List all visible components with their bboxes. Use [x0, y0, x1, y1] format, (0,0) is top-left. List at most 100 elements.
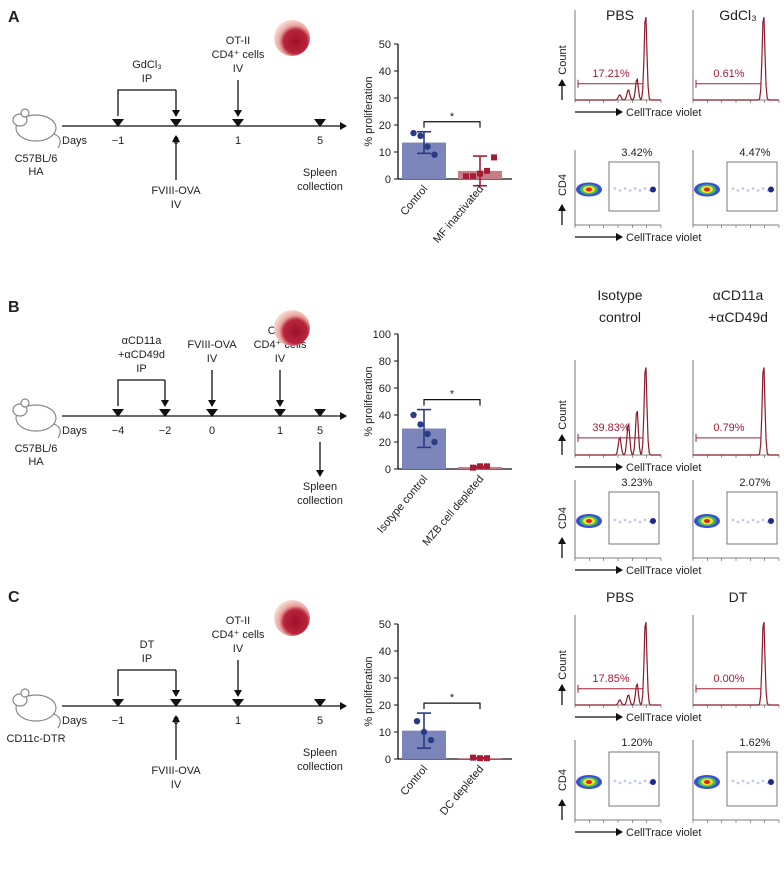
- y-tick-label: 10: [379, 147, 391, 159]
- cell-dots: [628, 520, 632, 524]
- data-point: [410, 411, 417, 419]
- histogram-percent: 0.00%: [713, 673, 744, 685]
- strain-label: CD11c-DTR: [6, 733, 65, 745]
- y-tick-label: 0: [385, 464, 391, 476]
- treatment-text: OT-II: [226, 35, 250, 47]
- days-label: Days: [62, 425, 88, 437]
- cell-dots: [761, 187, 765, 190]
- cell-dots: [751, 187, 755, 190]
- gate: [608, 491, 660, 545]
- treatment-text: collection: [297, 181, 343, 193]
- significance-bracket: [423, 399, 481, 406]
- y-axis-label: % proliferation: [363, 366, 375, 436]
- cell-dots: [643, 518, 647, 522]
- cell-cluster: [586, 519, 592, 523]
- day-label: 1: [277, 425, 283, 437]
- data-point: [477, 463, 483, 470]
- data-point: [424, 143, 431, 150]
- mouse-icon: [12, 688, 61, 729]
- y-tick-label: 20: [379, 120, 391, 132]
- cell-icon: [274, 310, 310, 346]
- y-tick-label: 30: [379, 93, 391, 105]
- histogram-gate: [695, 433, 762, 442]
- gate: [608, 751, 660, 807]
- strain-label: HA: [28, 456, 44, 468]
- data-point: [427, 736, 435, 744]
- data-point: [491, 154, 497, 161]
- data-point: [484, 463, 490, 470]
- bracket: [117, 89, 176, 116]
- cell-dots: [761, 779, 765, 783]
- y-tick-label: 80: [379, 356, 391, 368]
- y-axis-label: % proliferation: [363, 656, 375, 726]
- significance-label: *: [450, 111, 455, 123]
- treatment-text: IV: [207, 353, 218, 365]
- gate-percent: 3.23%: [621, 477, 652, 489]
- day-label: 5: [317, 715, 323, 727]
- cell-dots: [643, 779, 647, 783]
- category-label: Control: [398, 183, 430, 218]
- cell-dots: [741, 518, 745, 522]
- cell-dots: [746, 520, 750, 524]
- treatment-text: IV: [275, 353, 286, 365]
- histogram: [693, 367, 779, 456]
- cell-dots: [623, 518, 627, 522]
- cell-dots: [623, 779, 627, 783]
- flow-title: control: [599, 309, 641, 325]
- histogram-percent: 17.21%: [592, 68, 630, 80]
- cell-cluster: [704, 187, 710, 192]
- y-tick-label: 20: [379, 437, 391, 449]
- cell-dots: [618, 781, 622, 785]
- cell-dots: [736, 781, 740, 785]
- cell-cluster: [704, 780, 710, 784]
- cell-dots: [751, 779, 755, 783]
- data-point: [470, 754, 476, 761]
- days-label: Days: [62, 135, 88, 147]
- strain-label: HA: [28, 166, 44, 178]
- flow-title: DT: [729, 589, 748, 605]
- day-tick: [170, 119, 182, 127]
- cell-dots: [633, 779, 637, 783]
- treatment-text: IV: [233, 63, 244, 75]
- cell-dots: [643, 187, 647, 190]
- gate: [726, 161, 778, 212]
- cell-dots: [613, 779, 617, 783]
- cell-cluster: [704, 519, 710, 523]
- cell-dots: [638, 189, 642, 192]
- cell-dots: [736, 520, 740, 524]
- strain-label: C57BL/6: [15, 443, 58, 455]
- treatment-text: CD4⁺ cells: [212, 49, 265, 61]
- day-label: 1: [235, 135, 241, 147]
- mouse-icon: [12, 398, 61, 439]
- cell-dots: [746, 781, 750, 785]
- data-point: [417, 421, 424, 428]
- category-label: MF inactivated: [431, 183, 486, 246]
- x-axis-label: CellTrace violet: [626, 827, 701, 839]
- day-label: 1: [235, 715, 241, 727]
- y-axis-label: % proliferation: [363, 76, 375, 146]
- histogram-gate: [577, 684, 644, 693]
- cell-icon: [274, 600, 310, 636]
- cell-dots: [613, 187, 617, 190]
- day-tick: [159, 409, 171, 417]
- y-tick-label: 60: [379, 383, 391, 395]
- data-point: [477, 755, 483, 762]
- cd4-label: CD4: [557, 174, 569, 196]
- treatment-text: OT-II: [226, 615, 250, 627]
- histogram: [575, 621, 661, 706]
- cell-dots: [741, 779, 745, 783]
- histogram: [575, 367, 661, 456]
- cell-dots: [628, 781, 632, 785]
- cell-dots: [751, 518, 755, 522]
- treatment-text: collection: [297, 495, 343, 507]
- y-tick-label: 40: [379, 646, 391, 658]
- data-point: [424, 430, 431, 438]
- treatment-text: IP: [142, 653, 152, 665]
- cell-dots: [650, 518, 656, 524]
- x-axis-label: CellTrace violet: [626, 462, 701, 474]
- strain-label: C57BL/6: [15, 153, 58, 165]
- day-label: 5: [317, 135, 323, 147]
- cd4-label: CD4: [557, 769, 569, 791]
- bracket: [117, 669, 176, 696]
- y-tick-label: 50: [379, 619, 391, 631]
